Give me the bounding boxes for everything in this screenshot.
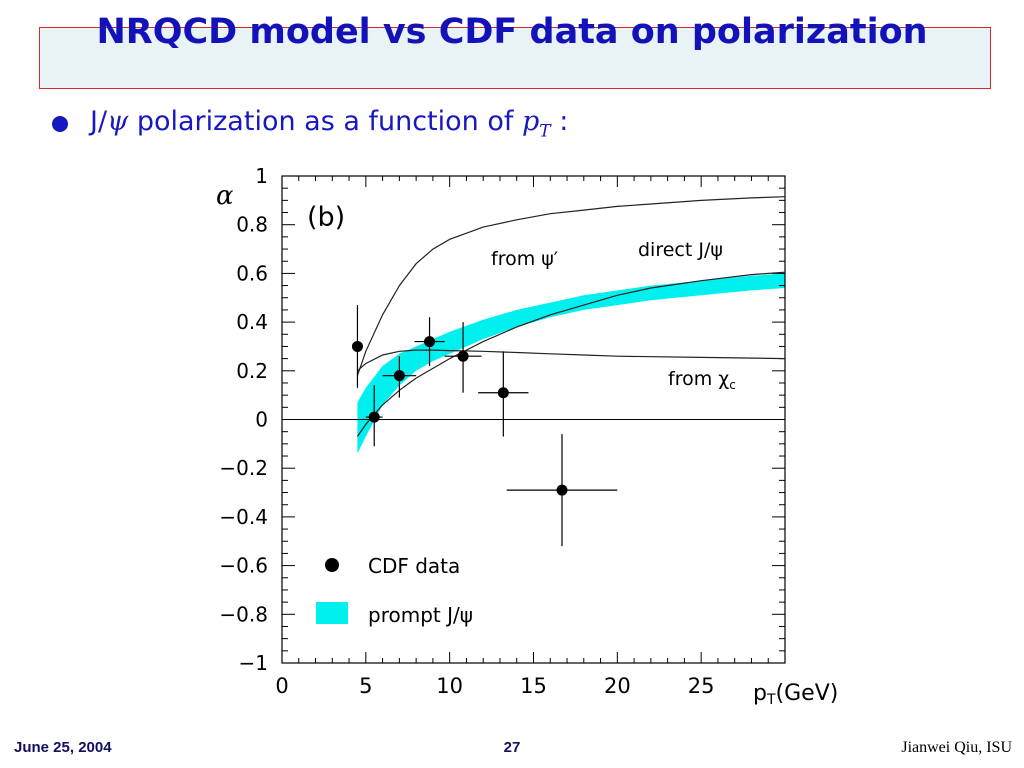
footer-date: June 25, 2004 <box>14 739 112 756</box>
prompt-band <box>357 273 785 454</box>
label-from-psi-prime: from ψ′ <box>491 248 558 270</box>
data-point <box>424 336 436 348</box>
legend-cdf-label: CDF data <box>368 554 460 578</box>
x-axis-label-tail: (GeV) <box>776 681 839 706</box>
bullet-prefix: J/ <box>90 106 108 138</box>
legend-dot-icon <box>325 558 339 572</box>
curve-line <box>356 271 786 437</box>
y-tick-label: 0 <box>255 408 268 432</box>
label-direct-jpsi: direct J/ψ <box>638 239 723 261</box>
x-tick-label: 0 <box>275 674 288 698</box>
x-tick-label: 10 <box>436 674 463 698</box>
x-tick-label: 20 <box>604 674 631 698</box>
y-tick-label: −0.6 <box>219 554 268 578</box>
data-point <box>351 340 363 352</box>
x-tick-label: 15 <box>520 674 547 698</box>
bullet-middle: polarization as a function of <box>128 106 522 138</box>
y-tick-label: 0.2 <box>236 359 268 383</box>
bullet-dot-icon <box>52 116 68 132</box>
legend-band-swatch <box>316 602 348 624</box>
y-tick-label: 1 <box>255 164 268 188</box>
x-axis-label: pT(GeV) <box>753 681 838 708</box>
label-from-chic-sub: c <box>729 378 736 392</box>
y-tick-label: −0.2 <box>219 456 268 480</box>
curve-line <box>356 196 786 376</box>
panel-label: (b) <box>307 202 345 233</box>
data-point <box>556 484 568 496</box>
y-tick-label: −0.4 <box>219 505 268 529</box>
y-tick-label: 0.8 <box>236 213 268 237</box>
y-tick-label: 0.6 <box>236 261 268 285</box>
bullet-row: J/ψ polarization as a function of pT : <box>52 104 568 144</box>
slide-title: NRQCD model vs CDF data on polarization <box>96 12 928 52</box>
bullet-pt-p: p <box>521 106 540 138</box>
polarization-chart: 0 5 10 15 20 25 1 0.8 0.6 0.4 0.2 0 −0.2 −0.4 −0.6 −0.8… <box>216 164 838 708</box>
band-layer <box>316 273 785 624</box>
legend-prompt-label: prompt J/ψ <box>368 603 473 627</box>
x-tick-label: 5 <box>359 674 372 698</box>
footer-page-number: 27 <box>503 739 521 756</box>
bullet-suffix: : <box>550 106 569 138</box>
bullet-text: J/ψ polarization as a function of pT : <box>90 106 568 141</box>
label-from-chic-main: from χ <box>668 368 729 390</box>
curve-line <box>357 349 786 372</box>
data-points-layer <box>351 305 618 547</box>
y-tick-label: −0.8 <box>219 602 268 626</box>
data-point <box>393 370 405 382</box>
bullet-pt: pT <box>521 106 551 141</box>
bullet-psi: ψ <box>107 106 129 138</box>
chart-frame-layer <box>281 175 786 664</box>
data-point <box>457 350 469 362</box>
x-axis-label-sub: T <box>766 692 776 708</box>
curves-layer <box>356 196 786 437</box>
y-tick-label: 0.4 <box>236 310 268 334</box>
title-box <box>39 27 991 89</box>
y-tick-label: −1 <box>239 651 268 675</box>
x-tick-label: 25 <box>688 674 715 698</box>
footer-author: Jianwei Qiu, ISU <box>901 739 1012 756</box>
label-from-chic: from χc <box>668 368 736 392</box>
data-point <box>368 411 380 423</box>
bullet-pt-sub: T <box>539 121 551 142</box>
chart-text-layer: 0 5 10 15 20 25 1 0.8 0.6 0.4 0.2 0 −0.2 −0.4 −0.6 −0.8… <box>216 164 838 708</box>
data-point <box>497 387 509 399</box>
y-axis-label: α <box>216 181 234 211</box>
x-axis-label-main: p <box>753 681 767 706</box>
